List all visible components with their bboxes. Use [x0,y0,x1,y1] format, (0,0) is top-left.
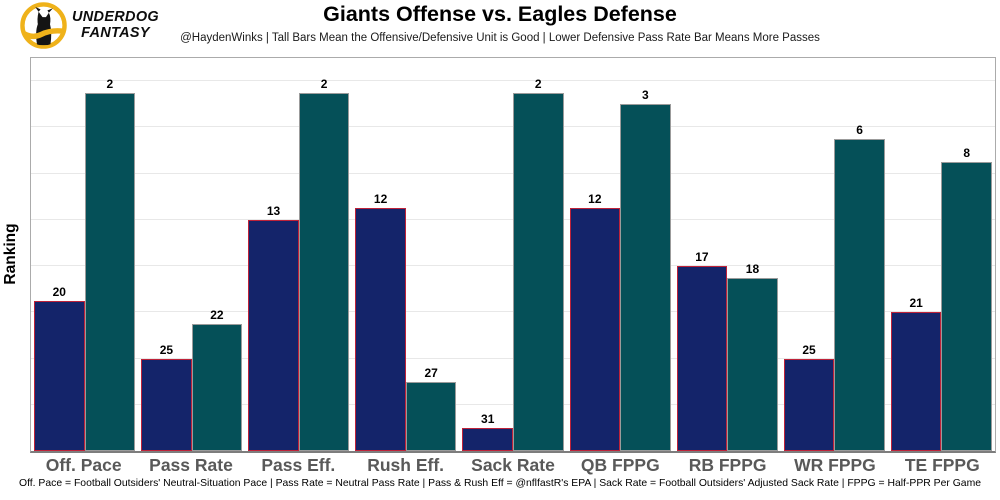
bar-value-label: 2 [76,77,145,91]
bar-group-qb-fppg: 123 [567,58,674,451]
bar-eagles-defense: 2 [85,93,136,451]
bar-eagles-defense: 6 [834,139,885,451]
bar-giants-offense: 31 [462,428,513,451]
bar-value-label: 6 [825,123,894,137]
bar-giants-offense: 12 [355,208,406,451]
bar-group-off-pace: 202 [31,58,138,451]
bar-value-label: 12 [346,192,415,206]
bar-value-label: 21 [882,296,951,310]
x-axis-label: QB FPPG [567,455,674,476]
bar-giants-offense: 12 [570,208,621,451]
footnote: Off. Pace = Football Outsiders' Neutral-… [0,478,1000,489]
bar-value-label: 25 [132,343,201,357]
bar-eagles-defense: 2 [513,93,564,451]
bar-value-label: 22 [183,308,252,322]
underdog-ranking-chart: UNDERDOG FANTASY Giants Offense vs. Eagl… [0,0,1000,500]
x-axis-label: WR FPPG [781,455,888,476]
x-axis-label: Off. Pace [30,455,137,476]
bar-giants-offense: 21 [891,312,942,451]
bar-value-label: 31 [453,412,522,426]
bar-group-rush-eff-: 1227 [352,58,459,451]
bar-value-label: 25 [775,343,844,357]
x-axis-label: Rush Eff. [352,455,459,476]
x-axis-label: Sack Rate [459,455,566,476]
plot-area: 202252213212273121231718256218 [30,57,996,453]
chart-title: Giants Offense vs. Eagles Defense [0,2,1000,27]
bar-eagles-defense: 18 [727,278,778,451]
bar-value-label: 8 [932,146,1000,160]
bar-group-sack-rate: 312 [459,58,566,451]
bar-eagles-defense: 3 [620,104,671,451]
bar-eagles-defense: 2 [299,93,350,451]
bar-value-label: 20 [25,285,94,299]
bar-eagles-defense: 27 [406,382,457,451]
bar-value-label: 2 [504,77,573,91]
bar-giants-offense: 25 [784,359,835,451]
bar-value-label: 3 [611,88,680,102]
bar-eagles-defense: 8 [941,162,992,451]
bar-eagles-defense: 22 [192,324,243,451]
bar-groups: 202252213212273121231718256218 [31,58,995,451]
bar-value-label: 12 [561,192,630,206]
bar-group-pass-rate: 2522 [138,58,245,451]
bar-giants-offense: 13 [248,220,299,451]
bar-value-label: 27 [397,366,466,380]
bar-group-wr-fppg: 256 [781,58,888,451]
bar-value-label: 2 [290,77,359,91]
bar-value-label: 18 [718,262,787,276]
x-axis-labels: Off. PacePass RatePass Eff.Rush Eff.Sack… [30,455,996,476]
x-axis-label: Pass Rate [137,455,244,476]
bar-value-label: 13 [239,204,308,218]
bar-group-te-fppg: 218 [888,58,995,451]
bar-group-rb-fppg: 1718 [674,58,781,451]
x-axis-label: RB FPPG [674,455,781,476]
bar-giants-offense: 17 [677,266,728,451]
x-axis-label: Pass Eff. [245,455,352,476]
bar-group-pass-eff-: 132 [245,58,352,451]
x-axis-label: TE FPPG [889,455,996,476]
chart-subtitle: @HaydenWinks | Tall Bars Mean the Offens… [0,32,1000,44]
y-axis-label: Ranking [2,209,20,299]
bar-giants-offense: 25 [141,359,192,451]
bar-giants-offense: 20 [34,301,85,451]
